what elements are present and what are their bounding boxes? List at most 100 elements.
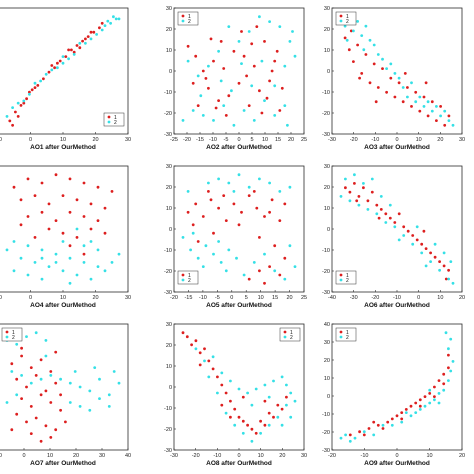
scatter-point-class-2 (451, 281, 455, 285)
scatter-point-class-1 (259, 419, 262, 423)
scatter-point-class-1 (424, 81, 428, 85)
scatter-point-class-1 (353, 182, 356, 185)
scatter-point-class-1 (217, 99, 220, 102)
scatter-point-class-2 (339, 436, 343, 440)
scatter-point-class-2 (442, 388, 446, 392)
x-tick-label: 20 (92, 137, 98, 143)
x-axis-label: AO9 after OurMethod (364, 460, 430, 467)
scatter-point-class-1 (420, 242, 424, 246)
scatter-point-class-2 (357, 203, 361, 207)
y-tick-label: -20 (164, 269, 172, 275)
scatter-point-class-1 (30, 88, 34, 92)
y-tick-label: -10 (164, 406, 172, 412)
scatter-point-class-2 (435, 105, 438, 108)
scatter-point-class-2 (207, 181, 210, 185)
scatter-point-class-1 (194, 54, 198, 58)
scatter-point-class-1 (237, 223, 241, 227)
x-tick-label: 20 (92, 295, 98, 301)
scatter-point-class-2 (376, 53, 380, 56)
scatter-point-class-2 (5, 248, 9, 252)
scatter-point-class-1 (10, 428, 14, 432)
scatter-point-class-2 (194, 347, 198, 351)
scatter-point-class-2 (260, 59, 264, 63)
scatter-point-class-2 (353, 436, 357, 440)
scatter-point-class-2 (439, 114, 442, 118)
y-tick-label: 0 (327, 227, 330, 233)
scatter-point-class-2 (220, 371, 224, 375)
scatter-plot-5: -20 -15 -10 -5 0 5 10 15 20 253020100-10-20-3012A… (164, 164, 307, 309)
legend-label: 1 (346, 273, 349, 279)
scatter-point-class-1 (252, 190, 256, 193)
scatter-point-class-1 (415, 238, 419, 242)
scatter-point-class-2 (78, 385, 82, 389)
legend-marker (181, 14, 185, 18)
plot-axes-frame (0, 323, 129, 451)
scatter-point-class-2 (401, 86, 405, 89)
legend: 12 (335, 327, 357, 342)
scatter-point-class-2 (88, 408, 92, 412)
scatter-point-class-1 (220, 383, 224, 387)
plot-axes-frame (173, 323, 305, 451)
scatter-point-class-2 (362, 430, 366, 434)
scatter-point-class-2 (199, 94, 203, 98)
x-tick-label: -30 (328, 137, 336, 143)
scatter-point-class-1 (34, 416, 38, 420)
scatter-point-class-1 (364, 53, 368, 56)
scatter-plot-1: -10 0 10 20 30 12 AO1 after OurMethod (0, 7, 131, 151)
scatter-point-class-1 (422, 95, 426, 99)
scatter-point-class-2 (78, 405, 82, 408)
scatter-point-class-1 (280, 86, 284, 90)
scatter-point-class-2 (232, 123, 236, 127)
scatter-point-class-2 (54, 252, 58, 256)
scatter-panel-9: -20 -10 0 10 20 40 30 20 10 0 -10 -20 -30 1 2 AO9 after… (316, 316, 474, 474)
scatter-point-class-1 (348, 190, 352, 194)
scatter-point-class-1 (362, 186, 365, 190)
scatter-point-class-2 (289, 391, 293, 395)
scatter-point-class-1 (423, 395, 427, 398)
scatter-point-class-2 (451, 360, 455, 363)
x-axis-label: AO8 after OurMethod (206, 460, 272, 467)
x-tick-label: 5 (245, 295, 248, 301)
scatter-point-class-2 (114, 17, 118, 21)
scatter-point-class-2 (409, 414, 413, 418)
x-tick-label: -30 (350, 295, 358, 301)
scatter-point-class-2 (217, 49, 220, 53)
x-tick-label: 10 (258, 453, 264, 459)
scatter-point-class-1 (224, 391, 228, 395)
scatter-point-class-1 (358, 430, 361, 434)
scatter-point-class-1 (59, 408, 62, 412)
x-tick-label: 0 (237, 453, 240, 459)
scatter-point-class-1 (356, 43, 359, 47)
x-tick-label: 20 (459, 295, 465, 301)
scatter-point-class-1 (22, 101, 26, 105)
x-tick-label: 0 (237, 137, 240, 143)
scatter-point-class-2 (385, 67, 388, 70)
scatter-point-class-2 (217, 177, 220, 181)
scatter-point-class-2 (280, 423, 284, 427)
scatter-point-class-1 (42, 77, 45, 81)
scatter-point-class-2 (285, 403, 288, 407)
x-tick-label: -10 (393, 295, 401, 301)
scatter-point-class-1 (247, 104, 251, 107)
scatter-point-class-2 (216, 391, 219, 395)
scatter-point-class-2 (247, 185, 251, 189)
scatter-point-class-1 (194, 202, 198, 206)
scatter-point-class-1 (360, 72, 364, 75)
scatter-point-class-1 (89, 227, 93, 231)
legend-label: 2 (12, 335, 15, 341)
scatter-point-class-2 (254, 387, 258, 391)
scatter-point-class-1 (283, 256, 287, 260)
scatter-point-class-1 (216, 375, 219, 379)
scatter-point-class-1 (15, 377, 19, 381)
legend-marker (339, 335, 343, 339)
scatter-point-class-1 (343, 36, 347, 40)
scatter-point-class-1 (185, 335, 189, 339)
scatter-point-class-2 (117, 252, 121, 256)
scatter-point-class-2 (442, 251, 446, 255)
scatter-point-class-1 (56, 61, 59, 65)
x-axis-label: AO7 after OurMethod (30, 460, 96, 467)
scatter-point-class-1 (374, 100, 378, 104)
legend-marker (283, 335, 287, 339)
x-tick-label: 30 (99, 453, 105, 459)
